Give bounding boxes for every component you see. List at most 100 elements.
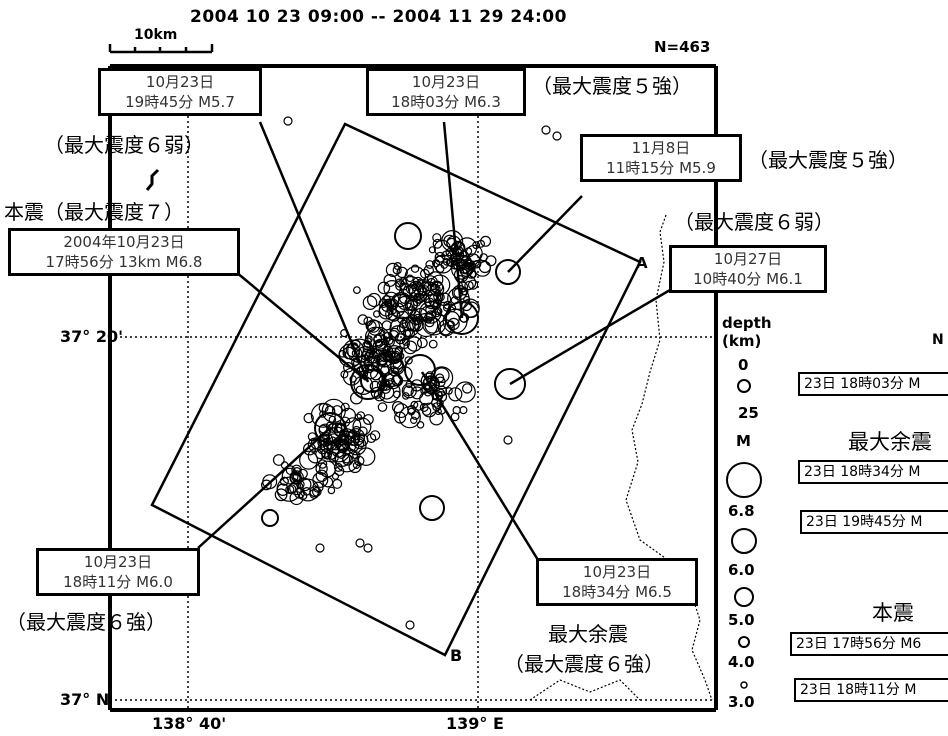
event-count: N=463 [654,38,711,56]
epicenter-circle [395,280,406,292]
epicenter-circle [403,340,418,355]
callout-10h40: 10月27日 10時40分 M6.1 [669,245,827,293]
epicenter-circle [445,387,453,395]
epicenter-circle [377,380,401,404]
epicenter-circle [495,259,521,285]
epicenter-circles [261,116,562,630]
epicenter-circle [465,244,483,262]
epicenter-circle [315,469,328,482]
callout-18h11: 10月23日 18時11分 M6.0 [36,548,200,596]
epicenter-circle [480,235,492,247]
period-label: 2004 10 23 09:00 -- 2004 11 29 24:00 [190,7,567,27]
epicenter-circle [450,260,460,270]
epicenter-circle [407,407,416,416]
epicenter-circle [431,302,440,311]
epicenter-circle [420,268,430,279]
epicenter-circle [274,488,288,502]
epicenter-circle [344,438,352,446]
epicenter-circle [443,234,456,248]
callout-18h03: 10月23日 18時03分 M6.3 [366,68,526,116]
epicenter-circle [342,346,356,360]
callout-intensity: （最大震度５強） [748,148,908,172]
legend-m30-circle [740,681,748,689]
epicenter-circle [355,538,365,548]
right-panel-main-shock: 本震 [872,601,914,625]
epicenter-circle [404,296,419,311]
scale-label: 10km [134,27,178,43]
legend-m60-circle [731,528,757,554]
epicenter-circle [441,230,464,253]
epicenter-circle [462,383,473,394]
epicenter-circle [397,352,405,360]
right-panel-row: 23日 18時11分 M [794,678,948,702]
epicenter-circle [409,292,418,301]
epicenter-circle [333,462,343,472]
epicenter-circle [360,354,371,364]
callout-11h15: 11月8日 11時15分 M5.9 [580,134,742,182]
epicenter-circle [415,296,423,304]
legend-depth-value: 0 [738,356,749,374]
callout-intensity: （最大震度５強） [532,74,692,98]
epicenter-circle [431,308,441,318]
epicenter-circle [460,298,480,318]
legend-circles [726,379,762,689]
epicenter-circle [419,301,442,324]
epicenter-circle [458,263,469,274]
callout-detail: 17時56分 13km M6.8 [45,253,203,271]
epicenter-circle [261,479,272,491]
epicenter-circle [478,260,491,274]
epicenter-circle [401,392,410,400]
epicenter-circle [307,432,317,442]
epicenter-circle [430,366,454,390]
callout-main-shock: 2004年10月23日 17時56分 13km M6.8 [8,228,240,276]
epicenter-circle [394,345,404,355]
epicenter-circle [451,252,462,263]
epicenter-circle [451,285,468,301]
epicenter-circle [289,491,304,506]
callout-detail: 18時03分 M6.3 [391,93,501,111]
epicenter-circle [365,320,377,332]
epicenter-circle [428,246,436,254]
epicenter-circle [421,402,437,418]
epicenter-circle [416,337,428,349]
callout-intensity: （最大震度６強） [504,652,664,676]
epicenter-circle [307,437,323,452]
section-point-b: B [450,646,463,665]
epicenter-circle [342,361,354,373]
callout-date: 10月23日 [145,73,215,91]
callout-date: 11月8日 [631,139,691,157]
legend-mag-value: 3.0 [728,693,755,711]
epicenter-circle [348,440,360,452]
epicenter-circle [391,350,401,361]
epicenter-circle [406,274,414,283]
epicenter-circle [405,620,415,630]
epicenter-circle [404,356,413,365]
epicenter-circle [541,125,551,135]
legend-mag-value: 6.8 [728,502,755,520]
epicenter-circle [447,317,460,330]
epicenter-circle [419,391,434,406]
legend-depth-label: depth [722,314,772,332]
epicenter-circle [430,300,439,309]
epicenter-circle [466,269,477,279]
epicenter-circle [353,286,361,295]
epicenter-circle [393,262,402,271]
epicenter-circle [419,495,445,521]
callout-detail: 11時15分 M5.9 [606,159,716,177]
epicenter-circle [437,292,452,307]
lat-label-bottom: 37° N [60,690,110,709]
epicenter-circle [325,421,334,430]
epicenter-circle [342,454,354,466]
epicenter-circle [364,337,372,345]
epicenter-circle [357,434,366,443]
callout-detail: 18時34分 M6.5 [562,583,672,601]
epicenter-circle [261,509,279,527]
epicenter-circle [312,471,329,488]
right-panel-max-aftershock: 最大余震 [848,430,932,454]
legend-depth-circle [737,379,751,393]
epicenter-circle [330,439,342,451]
legend-mag-value: 4.0 [728,653,755,671]
epicenter-circle [419,402,429,412]
epicenter-circle [291,464,302,476]
